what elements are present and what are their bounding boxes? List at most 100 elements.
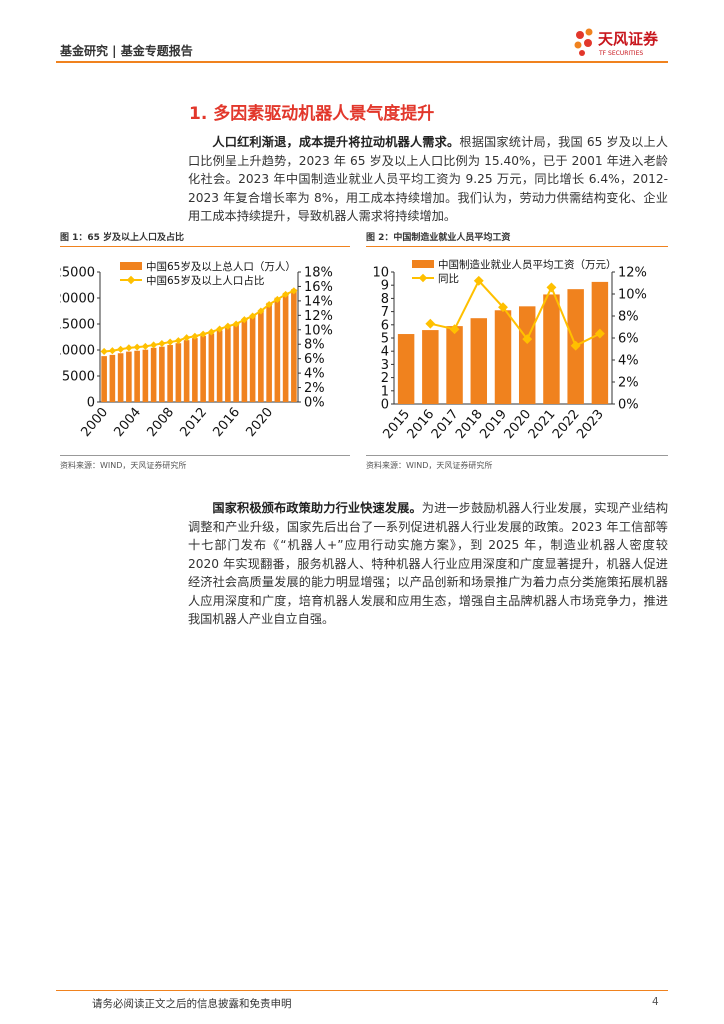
legend-swatch xyxy=(120,262,142,270)
line-marker xyxy=(265,300,273,309)
y-tick-label: 7 xyxy=(381,305,389,320)
y2-tick-label: 0% xyxy=(304,396,325,411)
logo-petal xyxy=(585,28,593,36)
x-tick-label: 2012 xyxy=(177,405,210,440)
line-marker xyxy=(546,282,557,293)
y2-tick-label: 8% xyxy=(618,310,639,325)
y2-tick-label: 8% xyxy=(304,338,325,353)
section-title: 1. 多因素驱动机器人景气度提升 xyxy=(189,104,435,124)
bar xyxy=(291,289,297,402)
header-rule xyxy=(56,61,668,63)
figure-rule xyxy=(60,455,350,456)
x-tick-label: 2000 xyxy=(78,405,111,440)
x-tick-label: 2020 xyxy=(243,405,276,440)
y-tick-label: 9 xyxy=(381,279,389,294)
x-tick-label: 2021 xyxy=(526,407,559,442)
bar xyxy=(117,353,124,402)
line xyxy=(430,279,601,348)
y2-tick-label: 14% xyxy=(304,294,333,309)
x-tick-label: 2017 xyxy=(429,407,462,442)
line-marker xyxy=(207,328,215,336)
line-marker xyxy=(425,318,436,329)
bar xyxy=(233,323,239,402)
line-marker xyxy=(473,275,484,286)
footer-disclaimer: 请务必阅读正文之后的信息披露和免责申明 xyxy=(92,998,292,1010)
paragraph-lead: 人口红利渐退，成本提升将拉动机器人需求。 xyxy=(212,135,460,149)
y-tick-label: 10000 xyxy=(60,344,95,359)
figure-rule xyxy=(366,455,668,456)
bar xyxy=(159,346,165,402)
y2-tick-label: 12% xyxy=(304,309,333,324)
bar xyxy=(134,350,140,402)
line-marker xyxy=(133,343,141,351)
legend-label: 同比 xyxy=(438,272,459,285)
bar xyxy=(208,333,215,402)
line-marker xyxy=(290,287,298,295)
line-marker xyxy=(232,320,240,328)
line-marker xyxy=(257,307,265,315)
paragraph: 人口红利渐退，成本提升将拉动机器人需求。根据国家统计局，我国 65 岁及以上人口… xyxy=(188,133,668,226)
logo-cn: 天风证券 xyxy=(598,30,659,48)
y2-tick-label: 4% xyxy=(618,354,639,369)
logo-petal xyxy=(584,39,592,47)
y2-tick-label: 10% xyxy=(304,323,333,338)
paragraph-text: 根据国家统计局，我国 65 岁及以上人口比例呈上升趋势，2023 年 65 岁及… xyxy=(188,135,668,223)
y2-tick-label: 2% xyxy=(618,376,639,391)
y2-tick-label: 16% xyxy=(304,280,333,295)
bar xyxy=(249,315,256,402)
bar xyxy=(274,297,281,402)
bar xyxy=(192,338,198,402)
bar xyxy=(183,340,190,402)
legend-swatch xyxy=(126,275,136,285)
bar xyxy=(397,334,415,404)
paragraph: 国家积极颁布政策助力行业快速发展。为进一步鼓励机器人行业发展，实现产业结构调整和… xyxy=(188,499,668,629)
figure-source: 资料来源：WIND，天风证券研究所 xyxy=(60,461,187,470)
logo-petal xyxy=(579,50,585,56)
logo: 天风证券 TF SECURITIES xyxy=(574,28,659,57)
y-tick-label: 25000 xyxy=(60,266,95,281)
figure-title: 图 1：65 岁及以上人口及占比 xyxy=(60,230,350,247)
bar xyxy=(167,345,173,402)
bar xyxy=(225,327,231,402)
logo-petal xyxy=(574,41,582,49)
y2-tick-label: 4% xyxy=(304,367,325,382)
line-marker xyxy=(125,344,133,352)
line-marker xyxy=(449,324,460,335)
x-tick-label: 2004 xyxy=(111,405,144,440)
footer-rule xyxy=(56,990,668,991)
line-marker xyxy=(183,334,191,342)
bar xyxy=(200,335,206,402)
page-number: 4 xyxy=(652,996,659,1008)
x-tick-label: 2008 xyxy=(144,405,177,440)
line-marker xyxy=(174,337,182,345)
line-marker xyxy=(141,342,149,350)
y-tick-label: 20000 xyxy=(60,292,95,307)
y2-tick-label: 12% xyxy=(618,266,647,281)
header-left: 基金研究 | 基金专题报告 xyxy=(60,44,193,58)
y-tick-label: 2 xyxy=(381,371,389,386)
line-marker xyxy=(166,338,174,346)
line-marker xyxy=(191,332,199,340)
y-tick-label: 0 xyxy=(381,398,389,413)
logo-petal xyxy=(576,31,584,39)
bar xyxy=(446,326,463,404)
bar xyxy=(216,330,223,402)
y2-tick-label: 10% xyxy=(618,288,647,303)
bar xyxy=(109,354,116,402)
line-marker xyxy=(216,325,224,333)
bar xyxy=(422,330,439,404)
bar xyxy=(494,310,512,404)
y-tick-label: 3 xyxy=(381,358,389,373)
figure-source: 资料来源：WIND，天风证券研究所 xyxy=(366,461,493,470)
legend-label: 中国制造业就业人员平均工资（万元） xyxy=(438,258,617,271)
logo-en: TF SECURITIES xyxy=(598,50,643,57)
legend-swatch xyxy=(418,273,428,283)
bar xyxy=(591,281,609,404)
y-tick-label: 0 xyxy=(87,396,95,411)
y2-tick-label: 6% xyxy=(304,352,325,367)
line-marker xyxy=(108,347,116,355)
bar xyxy=(543,294,560,404)
line-marker xyxy=(224,322,232,330)
bar xyxy=(175,343,182,402)
